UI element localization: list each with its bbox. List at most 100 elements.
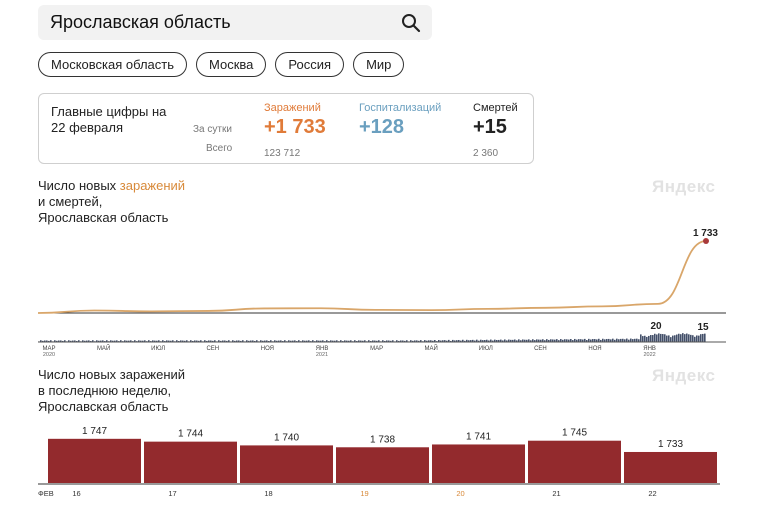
- deaths-bar: [98, 340, 100, 342]
- deaths-bar: [474, 340, 476, 342]
- deaths-bar: [58, 340, 60, 342]
- deaths-bar: [142, 340, 144, 342]
- deaths-bar: [304, 340, 306, 342]
- deaths-bar: [544, 340, 546, 342]
- deaths-bar: [106, 340, 108, 342]
- deaths-bar: [424, 340, 426, 342]
- deaths-bar: [332, 340, 334, 342]
- stats-title: Главные цифры на 22 февраля: [51, 104, 167, 135]
- deaths-bar: [260, 340, 262, 342]
- search-icon[interactable]: [400, 12, 422, 34]
- infections-end-dot: [703, 238, 709, 244]
- deaths-bar: [624, 339, 626, 342]
- deaths-bar: [610, 339, 612, 342]
- deaths-bar: [642, 336, 644, 342]
- deaths-bar: [472, 339, 474, 342]
- deaths-bar: [298, 340, 300, 342]
- deaths-bar: [672, 335, 674, 342]
- bar-value-label: 1 738: [370, 434, 395, 445]
- deaths-bar: [454, 340, 456, 342]
- deaths-bar: [668, 335, 670, 342]
- deaths-bar: [596, 339, 598, 342]
- deaths-bar: [604, 339, 606, 342]
- deaths-bar: [334, 340, 336, 342]
- deaths-bar: [638, 339, 640, 342]
- deaths-bar: [578, 339, 580, 342]
- deaths-bar: [224, 340, 226, 342]
- deaths-bar: [60, 340, 62, 342]
- bar-20: [432, 444, 525, 483]
- deaths-bar: [410, 340, 412, 342]
- deaths-bar: [482, 340, 484, 342]
- deaths-bar: [654, 333, 656, 342]
- deaths-bar: [526, 339, 528, 342]
- deaths-bar: [618, 339, 620, 342]
- chip-moscow-oblast[interactable]: Московская область: [38, 52, 188, 77]
- deaths-bar: [72, 340, 74, 342]
- bar-value-label: 1 741: [466, 431, 491, 442]
- deaths-bar: [358, 340, 360, 342]
- deaths-bar: [542, 339, 544, 342]
- stat-deaths: Смертей +15 2 360: [473, 102, 518, 159]
- deaths-bar: [100, 340, 102, 342]
- deaths-bar: [634, 338, 636, 342]
- deaths-bar: [528, 339, 530, 342]
- deaths-bar: [478, 340, 480, 342]
- deaths-bar: [262, 340, 264, 342]
- deaths-bar: [240, 340, 242, 342]
- deaths-bar: [364, 340, 366, 342]
- deaths-bar: [46, 340, 48, 342]
- x-tick-year: 2022: [643, 352, 655, 358]
- deaths-bar: [248, 340, 250, 342]
- deaths-bar: [190, 340, 192, 342]
- region-chips: Московская область Москва Россия Мир: [38, 52, 405, 77]
- search-input[interactable]: Ярославская область: [50, 12, 231, 32]
- deaths-bar: [556, 339, 558, 342]
- deaths-bar: [138, 340, 140, 342]
- x-tick-year: 2020: [43, 352, 55, 358]
- month-label: ФЕВ: [38, 489, 54, 498]
- deaths-bar: [318, 340, 320, 342]
- deaths-bar: [576, 339, 578, 342]
- deaths-bar: [598, 338, 600, 342]
- deaths-bar: [468, 340, 470, 342]
- deaths-bar: [524, 339, 526, 342]
- deaths-bar: [582, 339, 584, 342]
- deaths-bar: [70, 340, 72, 342]
- deaths-bar: [220, 340, 222, 342]
- bar-value-label: 1 747: [82, 426, 107, 437]
- chip-russia[interactable]: Россия: [275, 52, 345, 77]
- x-tick-label: МАР: [42, 346, 55, 352]
- deaths-bar: [664, 334, 666, 342]
- x-tick-label: ИЮЛ: [479, 346, 493, 352]
- deaths-bar: [704, 333, 706, 342]
- deaths-bar: [626, 338, 628, 342]
- bar-18: [240, 445, 333, 483]
- deaths-bar: [402, 340, 404, 342]
- deaths-bar: [692, 335, 694, 342]
- deaths-bar: [234, 340, 236, 342]
- deaths-bar: [602, 338, 604, 342]
- search-bar[interactable]: Ярославская область: [38, 5, 432, 40]
- deaths-bar: [384, 340, 386, 342]
- deaths-bar: [360, 340, 362, 342]
- deaths-bar: [246, 340, 248, 342]
- deaths-bar: [168, 340, 170, 342]
- deaths-bar: [674, 335, 676, 342]
- deaths-bar: [378, 340, 380, 342]
- deaths-bar: [456, 340, 458, 342]
- deaths-bar: [154, 340, 156, 342]
- deaths-bar: [588, 338, 590, 342]
- deaths-bar: [558, 340, 560, 342]
- x-tick-label: МАЙ: [425, 344, 438, 352]
- deaths-bar: [426, 340, 428, 342]
- deaths-bar: [64, 340, 66, 342]
- chip-moscow[interactable]: Москва: [196, 52, 267, 77]
- deaths-bar: [218, 340, 220, 342]
- deaths-bar: [698, 335, 700, 342]
- deaths-bar: [204, 340, 206, 342]
- chip-world[interactable]: Мир: [353, 52, 405, 77]
- deaths-bar: [686, 333, 688, 342]
- deaths-bar: [614, 339, 616, 342]
- deaths-bar: [238, 340, 240, 342]
